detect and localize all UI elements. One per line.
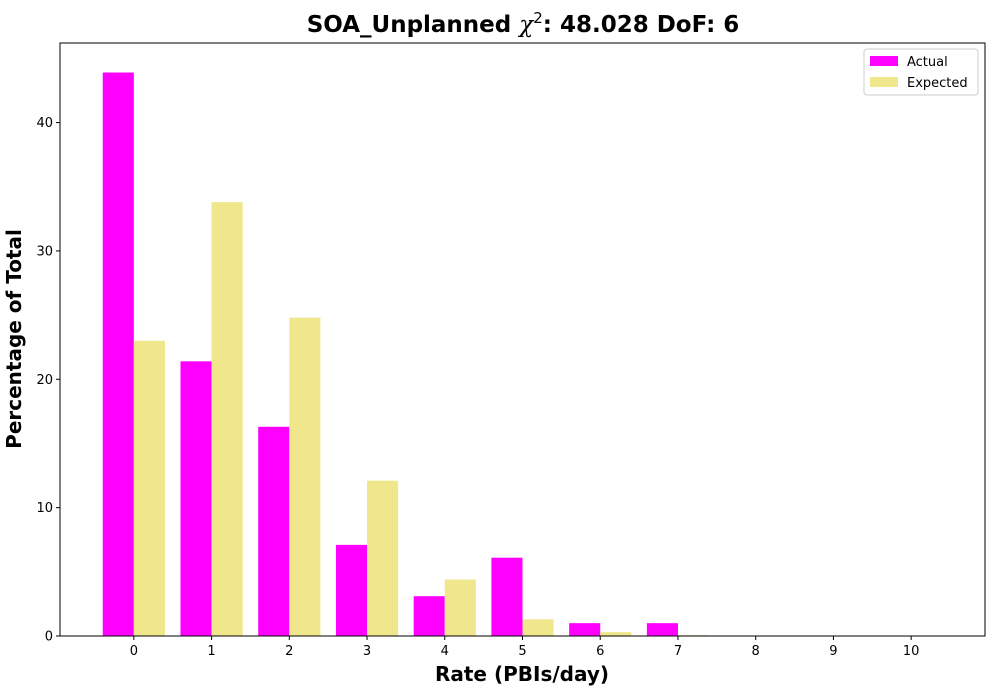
bar-expected-6 (600, 632, 632, 636)
chart-title: SOA_Unplanned χ2: 48.028 DoF: 6 (307, 9, 740, 38)
y-tick-label-30: 30 (36, 244, 53, 259)
bar-expected-1 (211, 202, 243, 636)
x-tick-label-6: 6 (596, 644, 604, 659)
bar-expected-3 (367, 480, 399, 636)
bar-actual-3 (335, 544, 368, 636)
x-tick-label-8: 8 (752, 644, 760, 659)
bar-expected-0 (133, 340, 165, 636)
bar-actual-2 (258, 426, 290, 636)
x-tick-label-7: 7 (674, 644, 682, 659)
y-tick-label-0: 0 (45, 630, 53, 645)
x-axis-label: Rate (PBIs/day) (435, 662, 609, 686)
chart-title-suffix: : 48.028 DoF: 6 (543, 12, 740, 38)
bar-actual-1 (180, 361, 212, 636)
legend-swatch-actual (870, 56, 898, 66)
y-axis-label: Percentage of Total (2, 229, 26, 449)
bar-actual-0 (102, 72, 134, 636)
x-tick-label-1: 1 (207, 644, 215, 659)
x-tick-label-2: 2 (285, 644, 293, 659)
legend: Actual Expected (863, 48, 979, 96)
bar-actual-6 (569, 623, 601, 636)
x-tick-label-3: 3 (363, 644, 371, 659)
legend-label-actual: Actual (907, 55, 948, 70)
x-tick-label-10: 10 (903, 644, 920, 659)
x-tick-label-4: 4 (441, 644, 449, 659)
bar-expected-5 (522, 619, 554, 636)
bar-expected-4 (444, 579, 476, 636)
x-tick-label-0: 0 (130, 644, 138, 659)
chart-title-superscript: 2 (533, 9, 543, 27)
bar-actual-5 (491, 557, 523, 636)
legend-swatch-expected (870, 77, 898, 87)
bar-actual-7 (646, 623, 678, 636)
y-tick-label-20: 20 (36, 373, 53, 388)
bar-actual-4 (413, 596, 445, 636)
chart-title-prefix: SOA_Unplanned (307, 12, 520, 38)
bar-expected-2 (289, 317, 321, 636)
y-tick-label-40: 40 (36, 116, 53, 131)
chart-title-chi: χ (517, 12, 535, 38)
bars-layer (102, 72, 787, 636)
x-tick-label-9: 9 (829, 644, 837, 659)
y-tick-label-10: 10 (36, 501, 53, 516)
legend-label-expected: Expected (907, 76, 968, 91)
x-tick-label-5: 5 (518, 644, 526, 659)
axes-layer: 0 1 2 3 4 5 6 7 8 9 10 0 10 20 30 40 (36, 42, 986, 659)
